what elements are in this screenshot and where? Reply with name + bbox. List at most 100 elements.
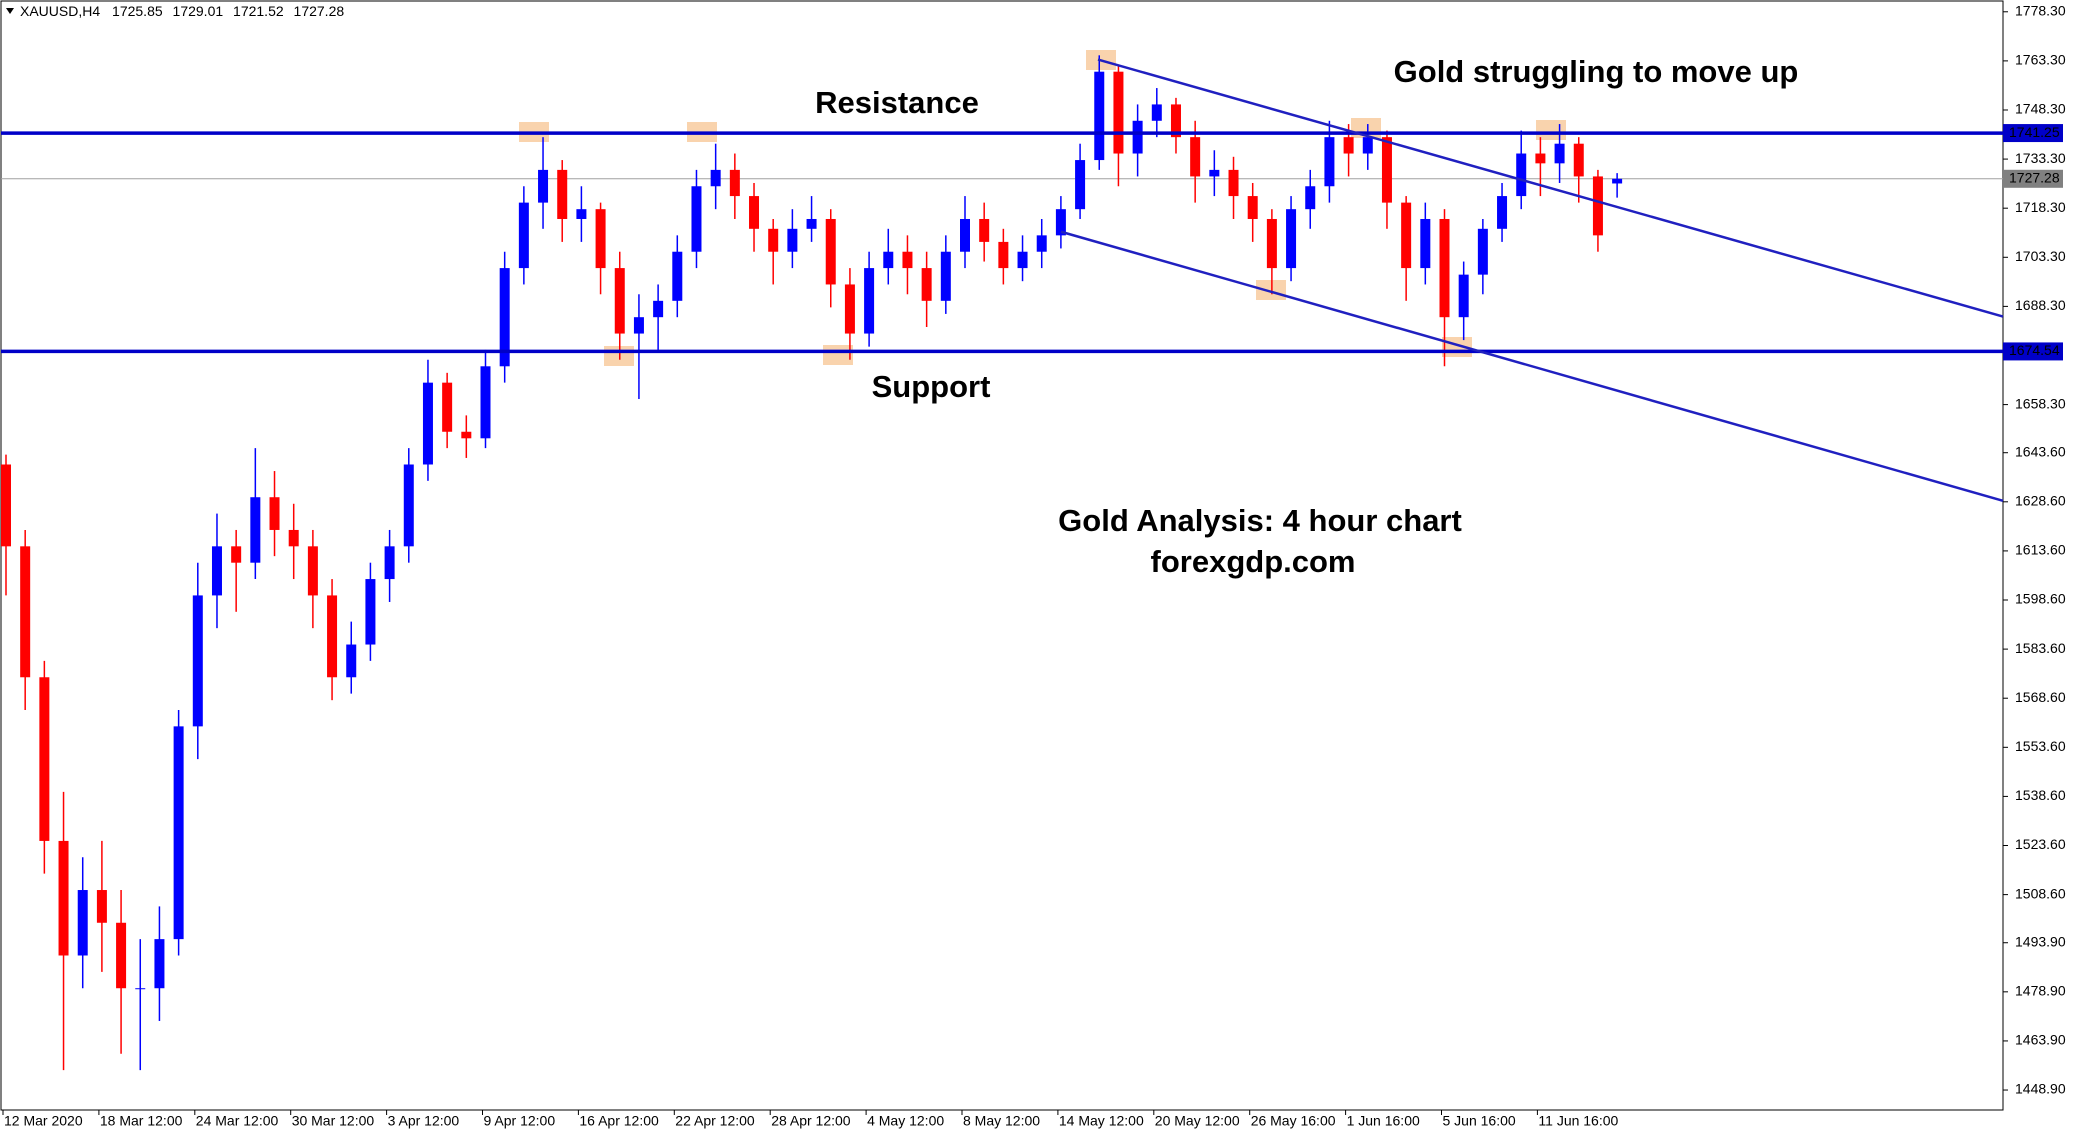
candle-body — [787, 228, 798, 252]
candle-body — [135, 988, 146, 990]
annotation: Support — [872, 369, 991, 404]
candle-body — [403, 464, 414, 547]
candle-body — [20, 546, 31, 678]
chart-header: XAUUSD,H4 1725.85 1729.01 1721.52 1727.2… — [20, 3, 344, 19]
candle-body — [960, 218, 970, 252]
candle-body — [346, 644, 357, 678]
candle-body — [461, 431, 472, 439]
candle-body — [1170, 104, 1181, 138]
candle-body — [422, 382, 433, 465]
x-tick-label: 9 Apr 12:00 — [484, 1113, 556, 1129]
annotation: forexgdp.com — [1151, 544, 1356, 579]
x-tick-label: 5 Jun 16:00 — [1443, 1113, 1516, 1129]
y-tick-label: 1718.30 — [2015, 199, 2066, 215]
x-tick-label: 30 Mar 12:00 — [292, 1113, 375, 1129]
plot-frame — [0, 0, 2004, 1111]
candle-body — [729, 169, 740, 197]
x-tick-label: 28 Apr 12:00 — [771, 1113, 851, 1129]
candle-body — [1113, 71, 1124, 154]
candle-body — [58, 840, 69, 956]
candle-body — [1132, 120, 1143, 154]
candle-body — [231, 546, 242, 563]
header-open: 1725.85 — [112, 3, 163, 19]
candle-body — [1228, 169, 1239, 197]
candle-body — [384, 546, 395, 580]
level-price-label: 1674.54 — [2009, 342, 2060, 358]
y-tick-label: 1613.60 — [2015, 542, 2066, 558]
candle-body — [883, 251, 894, 269]
y-tick-label: 1688.30 — [2015, 297, 2066, 313]
y-tick-label: 1493.90 — [2015, 933, 2066, 949]
candle-body — [710, 169, 721, 187]
candle-body — [365, 579, 376, 645]
candle-body — [1075, 160, 1086, 210]
candle-body — [940, 251, 951, 301]
x-tick-label: 3 Apr 12:00 — [388, 1113, 460, 1129]
candle-body — [825, 218, 836, 285]
y-tick-label: 1583.60 — [2015, 640, 2066, 656]
candle-body — [998, 241, 1009, 269]
candle-body — [1247, 196, 1258, 219]
candle-body — [614, 268, 625, 334]
x-tick-label: 18 Mar 12:00 — [100, 1113, 183, 1129]
candle-body — [1401, 202, 1412, 269]
candle-body — [653, 300, 664, 318]
candle-body — [1362, 137, 1373, 154]
candle-body — [1439, 218, 1450, 318]
y-tick-label: 1448.90 — [2015, 1081, 2066, 1097]
annotation: Gold struggling to move up — [1394, 54, 1799, 89]
candle-body — [902, 251, 913, 269]
x-tick-label: 8 May 12:00 — [963, 1113, 1040, 1129]
candle-body — [749, 196, 760, 229]
y-tick-label: 1463.90 — [2015, 1032, 2066, 1048]
level-price-box — [2003, 124, 2063, 143]
y-tick-label: 1703.30 — [2015, 248, 2066, 264]
x-tick-label: 20 May 12:00 — [1155, 1113, 1240, 1129]
x-tick-label: 26 May 16:00 — [1251, 1113, 1336, 1129]
y-tick-label: 1763.30 — [2015, 52, 2066, 68]
highlight-box — [604, 346, 634, 366]
y-tick-label: 1478.90 — [2015, 983, 2066, 999]
candle-body — [921, 268, 932, 301]
candle-body — [1036, 235, 1047, 252]
candle-body — [1381, 137, 1392, 203]
x-tick-label: 12 Mar 2020 — [4, 1113, 83, 1129]
highlight-box — [823, 345, 853, 365]
candle-body — [1055, 209, 1066, 236]
candle-body — [1151, 104, 1162, 121]
menu-triangle[interactable] — [6, 8, 14, 14]
x-tick-label: 4 May 12:00 — [867, 1113, 944, 1129]
y-tick-label: 1538.60 — [2015, 787, 2066, 803]
candle-body — [327, 595, 338, 678]
annotation: Gold Analysis: 4 hour chart — [1058, 503, 1462, 538]
header-close: 1727.28 — [294, 3, 345, 19]
candle-body — [96, 890, 107, 923]
candle-body — [442, 382, 453, 432]
candle-body — [480, 366, 491, 439]
candle-body — [576, 209, 587, 219]
symbol: XAUUSD,H4 — [20, 3, 100, 19]
candle-body — [173, 726, 184, 940]
level-price-box — [2003, 342, 2063, 361]
candle-body — [557, 169, 568, 219]
header-high: 1729.01 — [173, 3, 224, 19]
candle-body — [633, 317, 644, 334]
candle-body — [1497, 196, 1508, 229]
candle-body — [1343, 137, 1354, 154]
trendline — [1097, 58, 2004, 318]
candle-body — [307, 546, 318, 596]
candle-body — [269, 497, 280, 530]
x-tick-label: 11 Jun 16:00 — [1538, 1113, 1618, 1129]
candle-body — [39, 677, 50, 841]
candle-body — [1017, 251, 1028, 269]
candle-body — [192, 595, 203, 727]
candle-body — [806, 218, 817, 229]
y-tick-label: 1733.30 — [2015, 150, 2066, 166]
level-price-label: 1741.25 — [2009, 124, 2060, 140]
y-tick-label: 1643.60 — [2015, 443, 2066, 459]
y-tick-label: 1628.60 — [2015, 493, 2066, 509]
candle-body — [1554, 143, 1565, 164]
y-tick-label: 1598.60 — [2015, 591, 2066, 607]
